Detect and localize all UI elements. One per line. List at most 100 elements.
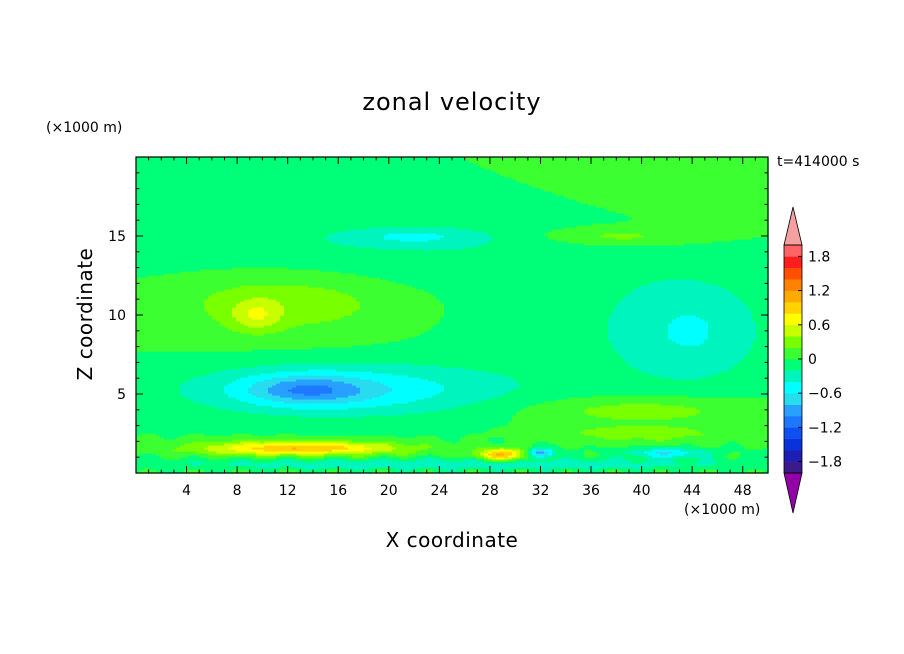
field-cell	[308, 471, 313, 474]
field-cell	[332, 457, 337, 460]
field-cell	[672, 443, 677, 446]
field-cell	[656, 437, 661, 440]
field-cell	[200, 429, 205, 432]
field-cell	[696, 457, 701, 460]
field-cell	[148, 451, 153, 454]
field-cell	[716, 467, 721, 470]
field-cell	[756, 443, 761, 446]
field-cell	[620, 431, 625, 434]
field-cell	[700, 439, 705, 442]
field-cell	[348, 463, 353, 466]
field-cell	[532, 453, 537, 456]
field-cell	[700, 433, 705, 436]
field-cell	[496, 455, 501, 458]
field-cell	[348, 449, 353, 452]
field-cell	[328, 461, 333, 464]
field-cell	[212, 447, 217, 450]
field-cell	[672, 433, 677, 436]
field-cell	[504, 457, 509, 460]
field-cell	[264, 435, 269, 438]
field-cell	[256, 441, 261, 444]
field-cell	[196, 435, 201, 438]
field-cell	[712, 441, 717, 444]
field-cell	[432, 471, 437, 474]
field-cell	[648, 465, 653, 468]
field-cell	[612, 469, 617, 472]
field-cell	[396, 441, 401, 444]
field-cell	[184, 445, 189, 448]
field-cell	[760, 441, 765, 444]
field-cell	[352, 435, 357, 438]
field-cell	[504, 455, 509, 458]
field-cell	[452, 469, 457, 472]
field-cell	[224, 429, 229, 432]
field-cell	[336, 439, 341, 442]
field-cell	[144, 437, 149, 440]
field-cell	[324, 461, 329, 464]
field-cell	[456, 469, 461, 472]
field-cell	[672, 435, 677, 438]
field-cell	[524, 439, 529, 442]
field-cell	[752, 457, 757, 460]
field-cell	[396, 455, 401, 458]
field-cell	[644, 465, 649, 468]
field-cell	[560, 461, 565, 464]
field-cell	[188, 435, 193, 438]
field-cell	[468, 447, 473, 450]
field-cell	[512, 443, 517, 446]
field-cell	[496, 453, 501, 456]
field-cell	[360, 445, 365, 448]
field-cell	[724, 455, 729, 458]
field-cell	[736, 461, 741, 464]
field-cell	[316, 441, 321, 444]
field-cell	[196, 459, 201, 462]
field-cell	[628, 441, 633, 444]
field-cell	[440, 435, 445, 438]
field-cell	[252, 465, 257, 468]
field-cell	[348, 471, 353, 474]
field-cell	[488, 459, 493, 462]
field-cell	[532, 441, 537, 444]
field-cell	[240, 449, 245, 452]
field-cell	[288, 457, 293, 460]
field-cell	[420, 447, 425, 450]
field-cell	[416, 445, 421, 448]
field-cell	[444, 469, 449, 472]
field-cell	[400, 439, 405, 442]
field-cell	[728, 437, 733, 440]
field-cell	[744, 449, 749, 452]
field-cell	[408, 451, 413, 454]
field-cell	[556, 465, 561, 468]
field-cell	[364, 471, 369, 474]
field-cell	[276, 447, 281, 450]
field-cell	[212, 445, 217, 448]
field-cell	[676, 433, 681, 436]
field-cell	[384, 435, 389, 438]
field-cell	[364, 467, 369, 470]
field-cell	[672, 453, 677, 456]
field-cell	[428, 465, 433, 468]
field-cell	[264, 467, 269, 470]
field-cell	[704, 441, 709, 444]
field-cell	[736, 459, 741, 462]
field-cell	[204, 435, 209, 438]
field-cell	[408, 459, 413, 462]
field-cell	[200, 461, 205, 464]
field-cell	[688, 435, 693, 438]
field-cell	[172, 431, 177, 434]
field-cell	[708, 471, 713, 474]
field-cell	[608, 465, 613, 468]
field-cell	[188, 469, 193, 472]
field-cell	[592, 449, 597, 452]
field-cell	[764, 433, 769, 436]
field-cell	[644, 471, 649, 474]
field-cell	[236, 467, 241, 470]
field-cell	[668, 441, 673, 444]
field-cell	[480, 443, 485, 446]
field-cell	[336, 463, 341, 466]
field-cell	[380, 447, 385, 450]
field-cell	[240, 469, 245, 472]
field-cell	[312, 471, 317, 474]
field-cell	[428, 467, 433, 470]
field-cell	[368, 457, 373, 460]
